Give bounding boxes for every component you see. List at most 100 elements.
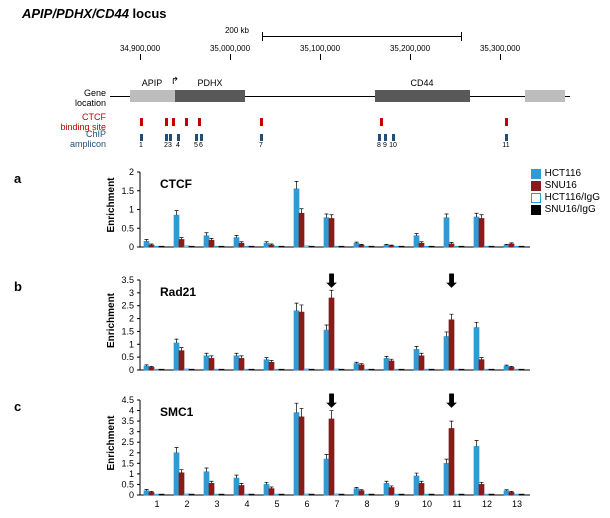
gene-box: [525, 90, 565, 102]
svg-text:5: 5: [274, 499, 279, 509]
amplicon-number: 4: [176, 142, 180, 149]
gene-box: [130, 90, 175, 102]
svg-text:3: 3: [214, 499, 219, 509]
amplicon-number: 11: [502, 142, 509, 149]
legend-item: SNU16: [531, 180, 600, 191]
amplicon-mark: [392, 134, 395, 141]
genome-tick-label: 35,200,000: [390, 44, 430, 53]
chart-name: SMC1: [160, 405, 193, 419]
highlight-arrow-icon: ⬇: [444, 391, 459, 412]
svg-text:4: 4: [244, 499, 249, 509]
scale-bar: [262, 36, 462, 37]
genome-tick-label: 35,000,000: [210, 44, 250, 53]
gene-label: APIP: [142, 78, 163, 88]
ctcf-site: [505, 118, 508, 126]
svg-text:2.5: 2.5: [121, 437, 134, 447]
genome-tick: [500, 54, 501, 60]
svg-text:1: 1: [154, 499, 159, 509]
row-label-gene: Genelocation: [38, 88, 106, 108]
chart-name: Rad21: [160, 285, 196, 299]
svg-text:13: 13: [512, 499, 522, 509]
amplicon-number: 6: [199, 142, 203, 149]
genome-tick-label: 34,900,000: [120, 44, 160, 53]
amplicon-mark: [505, 134, 508, 141]
legend-label: SNU16: [545, 180, 577, 191]
legend-label: HCT116/IgG: [545, 192, 600, 203]
svg-text:0: 0: [129, 365, 134, 375]
svg-text:0: 0: [129, 490, 134, 500]
row-label-amp: ChIPamplicon: [38, 129, 106, 149]
ctcf-site: [198, 118, 201, 126]
svg-text:Enrichment: Enrichment: [106, 177, 117, 233]
amplicon-number: 8: [377, 142, 381, 149]
ctcf-site: [140, 118, 143, 126]
chart-name: CTCF: [160, 177, 192, 191]
ctcf-site: [185, 118, 188, 126]
svg-text:6: 6: [304, 499, 309, 509]
svg-text:1.5: 1.5: [121, 186, 134, 196]
svg-text:3: 3: [129, 427, 134, 437]
amplicon-number: 1: [139, 142, 143, 149]
svg-text:2: 2: [129, 167, 134, 177]
amplicon-number: 5: [194, 142, 198, 149]
amplicon-number: 3: [168, 142, 172, 149]
gene-box: [175, 90, 245, 102]
svg-text:7: 7: [334, 499, 339, 509]
svg-text:3.5: 3.5: [121, 416, 134, 426]
svg-text:11: 11: [452, 499, 461, 509]
svg-text:1: 1: [129, 469, 134, 479]
amplicon-mark: [260, 134, 263, 141]
ctcf-site: [260, 118, 263, 126]
svg-text:8: 8: [364, 499, 369, 509]
genome-tick: [230, 54, 231, 60]
panel-letter: b: [14, 279, 22, 294]
legend-label: HCT116: [545, 168, 582, 179]
svg-text:1: 1: [129, 339, 134, 349]
svg-text:2.5: 2.5: [121, 301, 134, 311]
amplicon-mark: [169, 134, 172, 141]
highlight-arrow-icon: ⬇: [444, 271, 459, 292]
scale-label: 200 kb: [225, 26, 249, 35]
amplicon-mark: [177, 134, 180, 141]
genome-tick-label: 35,300,000: [480, 44, 520, 53]
svg-text:12: 12: [482, 499, 492, 509]
svg-text:Enrichment: Enrichment: [106, 292, 117, 348]
amplicon-number: 10: [389, 142, 397, 149]
svg-text:2: 2: [129, 448, 134, 458]
svg-text:10: 10: [422, 499, 432, 509]
svg-text:1.5: 1.5: [121, 458, 134, 468]
panel-letter: c: [14, 399, 21, 414]
genome-tick-label: 35,100,000: [300, 44, 340, 53]
locus-title: APIP/PDHX/CD44 locus: [22, 6, 167, 21]
amplicon-mark: [378, 134, 381, 141]
svg-text:9: 9: [394, 499, 399, 509]
genome-tick: [410, 54, 411, 60]
legend-label: SNU16/IgG: [545, 204, 596, 215]
svg-text:0.5: 0.5: [121, 223, 134, 233]
svg-text:2: 2: [184, 499, 189, 509]
highlight-arrow-icon: ⬇: [324, 271, 339, 292]
amplicon-mark: [140, 134, 143, 141]
svg-text:4: 4: [129, 406, 134, 416]
amplicon-mark: [384, 134, 387, 141]
svg-text:0: 0: [129, 242, 134, 252]
genome-tick: [140, 54, 141, 60]
tss-arrow-icon: ↱: [171, 76, 179, 87]
amplicon-mark: [195, 134, 198, 141]
title-italic: APIP/PDHX/CD44: [22, 6, 129, 21]
highlight-arrow-icon: ⬇: [324, 391, 339, 412]
panel-letter: a: [14, 171, 21, 186]
svg-text:4.5: 4.5: [121, 395, 134, 405]
svg-text:Enrichment: Enrichment: [106, 415, 117, 471]
svg-text:2: 2: [129, 314, 134, 324]
amplicon-mark: [200, 134, 203, 141]
ctcf-site: [172, 118, 175, 126]
gene-label: PDHX: [197, 78, 222, 88]
ctcf-site: [165, 118, 168, 126]
amplicon-number: 7: [259, 142, 263, 149]
svg-text:0.5: 0.5: [121, 479, 134, 489]
amplicon-mark: [165, 134, 168, 141]
svg-text:3: 3: [129, 288, 134, 298]
svg-text:1: 1: [129, 205, 134, 215]
gene-label: CD44: [410, 78, 433, 88]
